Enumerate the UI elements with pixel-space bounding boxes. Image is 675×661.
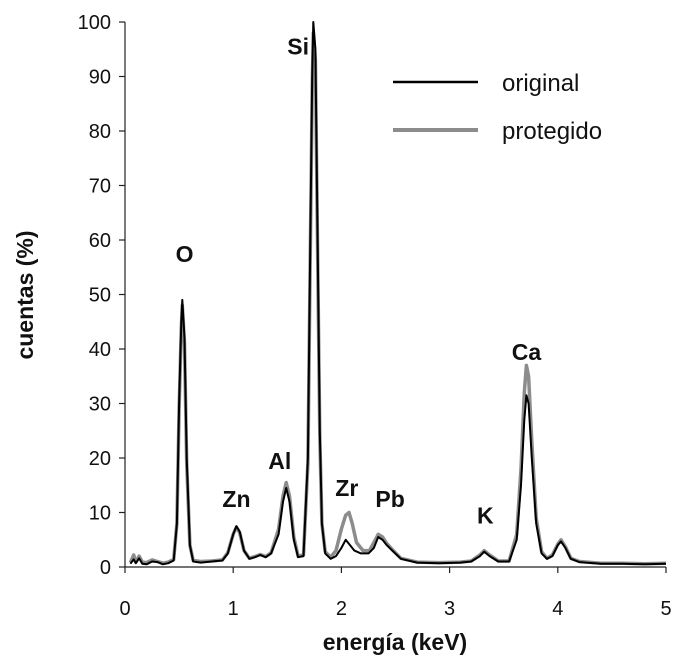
x-tick-label: 2 bbox=[336, 598, 347, 620]
x-tick-label: 5 bbox=[660, 598, 671, 620]
y-tick-label: 100 bbox=[78, 12, 111, 34]
x-axis-ticks: 0 1 2 3 4 5 bbox=[119, 567, 672, 620]
x-tick-label: 0 bbox=[119, 598, 130, 620]
peak-label-o: O bbox=[176, 241, 194, 267]
plot-frame bbox=[124, 22, 666, 568]
legend-label-original: original bbox=[502, 70, 579, 97]
peak-label-pb: Pb bbox=[375, 486, 404, 512]
y-tick-label: 90 bbox=[89, 67, 111, 89]
series-line-original bbox=[129, 21, 667, 566]
peak-label-k: K bbox=[477, 502, 494, 528]
x-tick-label: 3 bbox=[444, 598, 455, 620]
x-tick-label: 4 bbox=[552, 598, 563, 620]
y-tick-label: 60 bbox=[89, 230, 111, 252]
peak-label-zn: Zn bbox=[222, 486, 250, 512]
y-axis-ticks: 0 10 20 30 40 50 60 70 80 90 100 bbox=[78, 12, 125, 579]
legend-label-protegido: protegido bbox=[502, 118, 602, 145]
y-tick-label: 50 bbox=[89, 285, 111, 307]
y-tick-label: 0 bbox=[100, 557, 111, 579]
series-line-protegido bbox=[128, 31, 667, 566]
x-tick-label: 1 bbox=[228, 598, 239, 620]
series-layer bbox=[128, 21, 667, 566]
y-axis-title: cuentas (%) bbox=[12, 230, 38, 359]
peak-label-zr: Zr bbox=[335, 475, 358, 501]
y-tick-label: 70 bbox=[89, 176, 111, 198]
x-axis-title: energía (keV) bbox=[323, 629, 467, 655]
y-tick-label: 10 bbox=[89, 503, 111, 525]
peak-label-al: Al bbox=[268, 448, 291, 474]
y-tick-label: 20 bbox=[89, 448, 111, 470]
peak-label-si: Si bbox=[287, 34, 309, 60]
peak-labels: Si O Al Zn Zr Pb K Ca bbox=[176, 34, 542, 529]
y-tick-label: 40 bbox=[89, 339, 111, 361]
peak-label-ca: Ca bbox=[512, 339, 542, 365]
y-tick-label: 80 bbox=[89, 121, 111, 143]
legend: original protegido bbox=[393, 70, 602, 145]
y-tick-label: 30 bbox=[89, 394, 111, 416]
